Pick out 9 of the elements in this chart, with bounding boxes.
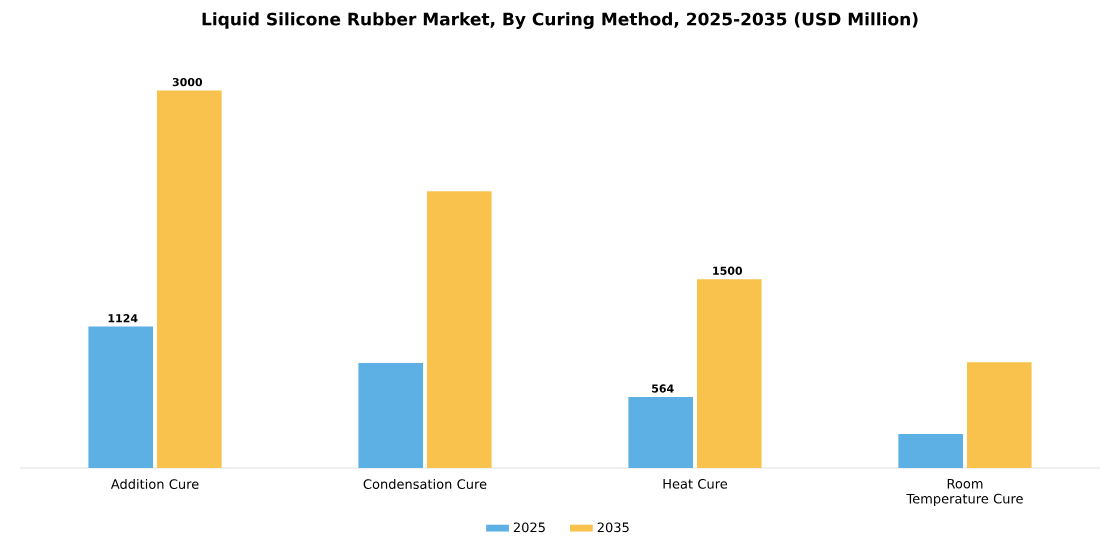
bar: [696, 279, 762, 468]
bar: [88, 326, 154, 468]
bar: [628, 397, 693, 468]
bar: [898, 434, 963, 468]
bar: [966, 362, 1032, 468]
bar: [157, 90, 222, 468]
bar: [358, 362, 424, 468]
chart-title: Liquid Silicone Rubber Market, By Curing Method, 2025-2035 (USD Million): [202, 12, 918, 29]
bar: [427, 191, 492, 468]
